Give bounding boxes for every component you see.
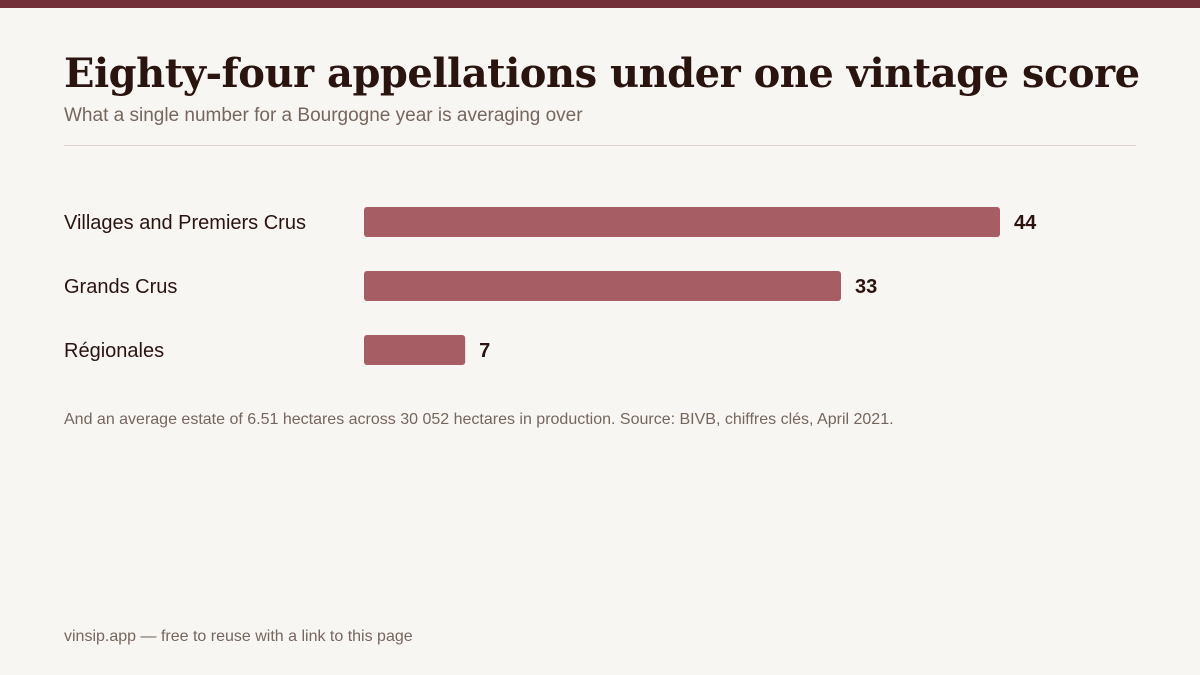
bar [364,271,841,301]
chart-title: Eighty-four appellations under one vinta… [64,50,1140,97]
bar [364,207,1000,237]
chart-subtitle: What a single number for a Bourgogne yea… [64,105,583,126]
header-divider [64,145,1136,146]
source-note: And an average estate of 6.51 hectares a… [64,411,894,428]
category-label: Grands Crus [64,276,177,298]
footer-credit: vinsip.app — free to reuse with a link t… [64,628,413,645]
category-label: Régionales [64,340,164,362]
bar [364,335,466,365]
top-accent-band [0,0,1200,8]
bar-value-label: 7 [479,340,490,362]
category-label: Villages and Premiers Crus [64,212,306,234]
bar-value-label: 44 [1014,212,1037,234]
bar-value-label: 33 [855,276,877,298]
